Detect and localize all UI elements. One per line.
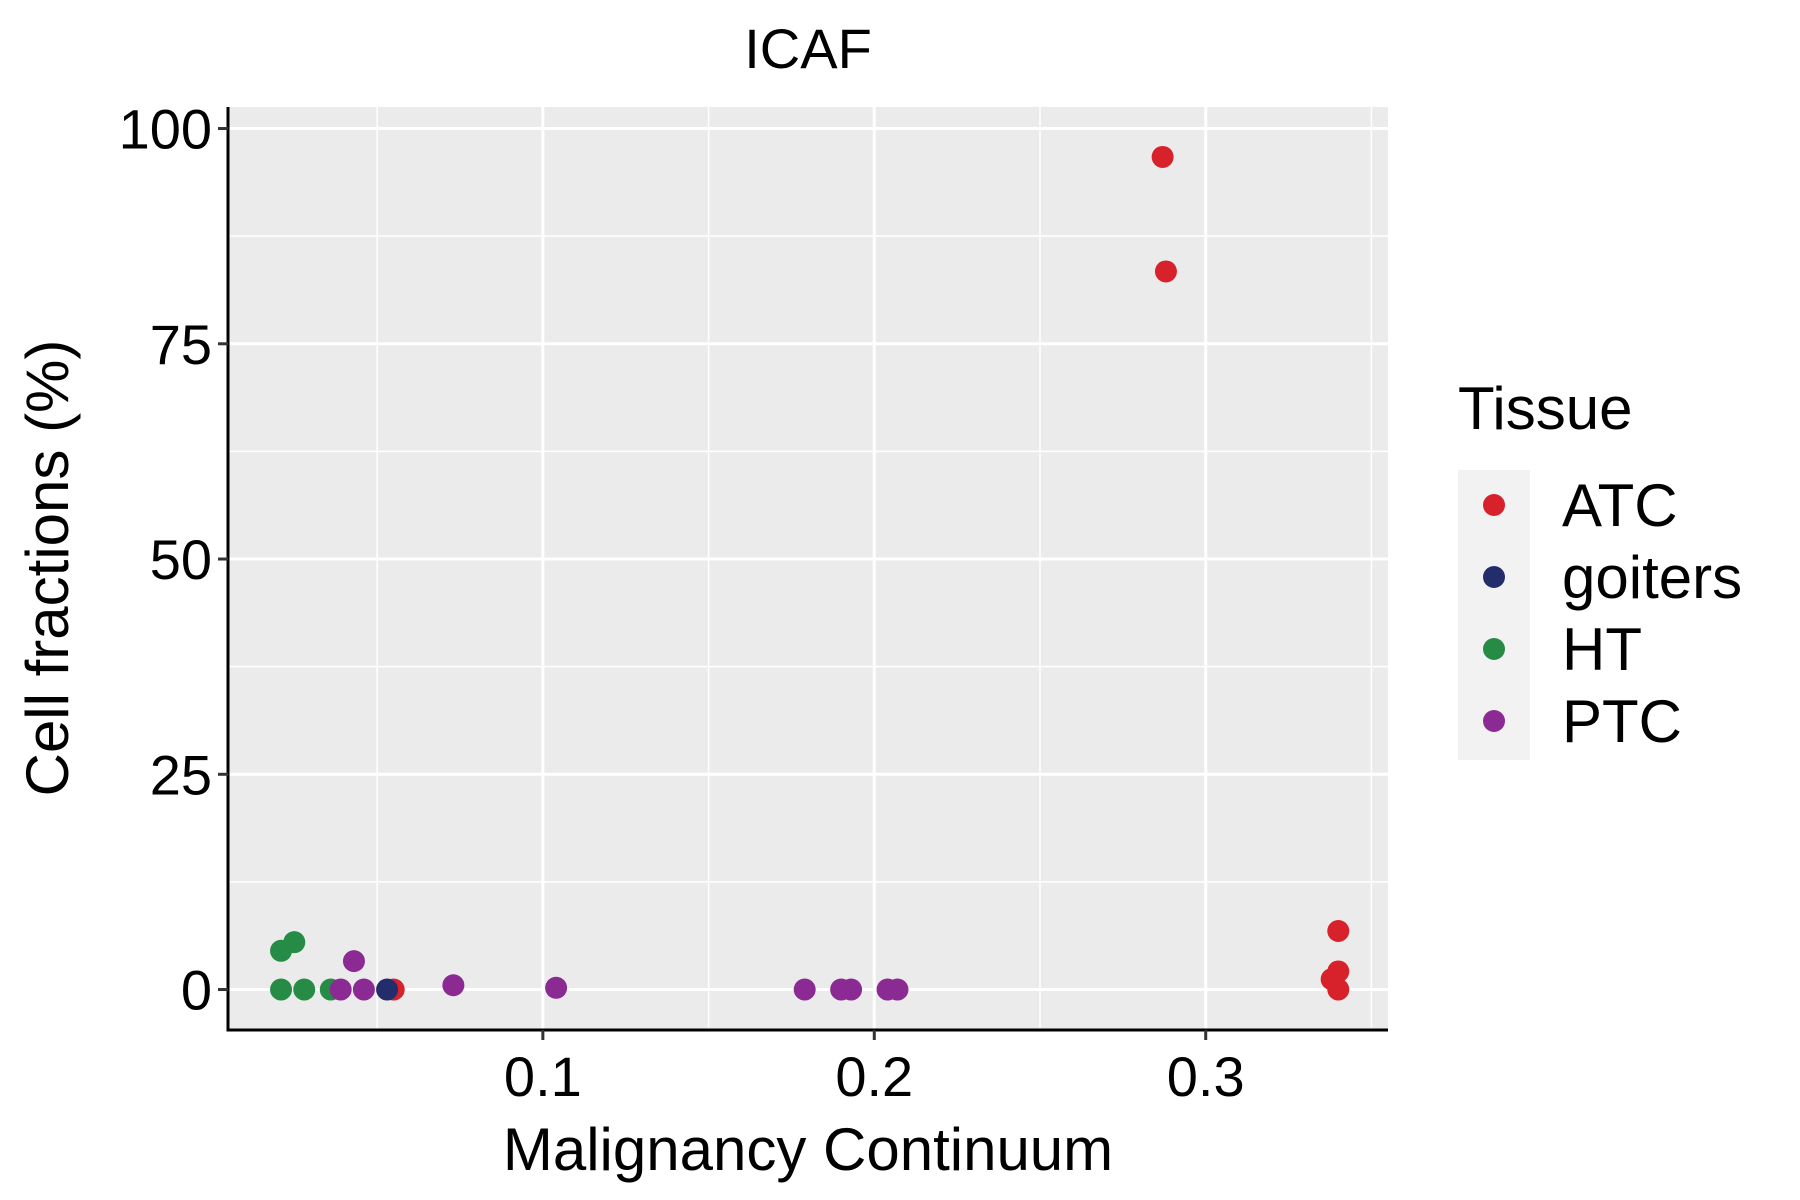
y-axis-ticks: 0 25 50 75 100 (119, 98, 228, 1022)
data-point-ptc (342, 950, 365, 973)
data-point-ptc (886, 978, 909, 1001)
data-point-ptc (352, 978, 375, 1001)
legend-label-ht: HT (1562, 616, 1642, 683)
data-point-ht (283, 931, 306, 954)
legend-label-atc: ATC (1562, 472, 1678, 539)
y-tick-label: 0 (181, 959, 212, 1022)
legend-key-atc (1483, 494, 1505, 516)
x-tick-label: 0.2 (835, 1045, 913, 1108)
data-point-ptc (442, 974, 465, 997)
legend-key-ptc (1483, 710, 1505, 732)
y-tick-label: 50 (150, 528, 212, 591)
data-point-goiters (376, 978, 399, 1001)
legend-key-ht (1483, 638, 1505, 660)
data-point-ht (270, 978, 293, 1001)
y-tick-label: 25 (150, 743, 212, 806)
data-point-ptc (329, 978, 352, 1001)
data-point-ht (293, 978, 316, 1001)
data-point-atc (1327, 978, 1350, 1001)
data-point-ptc (793, 978, 816, 1001)
x-tick-label: 0.3 (1167, 1045, 1245, 1108)
x-axis-ticks: 0.1 0.2 0.3 (504, 1030, 1245, 1108)
data-points (270, 145, 1350, 1001)
legend-label-goiters: goiters (1562, 544, 1742, 611)
minor-gridlines (228, 107, 1388, 1030)
data-point-atc (1154, 260, 1177, 283)
y-axis-label: Cell fractions (%) (14, 340, 81, 797)
x-tick-label: 0.1 (504, 1045, 582, 1108)
legend-key-goiters (1483, 566, 1505, 588)
y-tick-label: 75 (150, 313, 212, 376)
legend-title: Tissue (1458, 375, 1633, 442)
legend-label-ptc: PTC (1562, 688, 1682, 755)
data-point-ptc (840, 978, 863, 1001)
y-tick-label: 100 (119, 98, 212, 161)
plot-panel (228, 107, 1388, 1030)
data-point-atc (1151, 145, 1174, 168)
x-axis-label: Malignancy Continuum (503, 1116, 1113, 1183)
chart-title: ICAF (744, 17, 872, 80)
data-point-atc (1327, 919, 1350, 942)
major-gridlines (228, 107, 1388, 1030)
data-point-ptc (545, 976, 568, 999)
